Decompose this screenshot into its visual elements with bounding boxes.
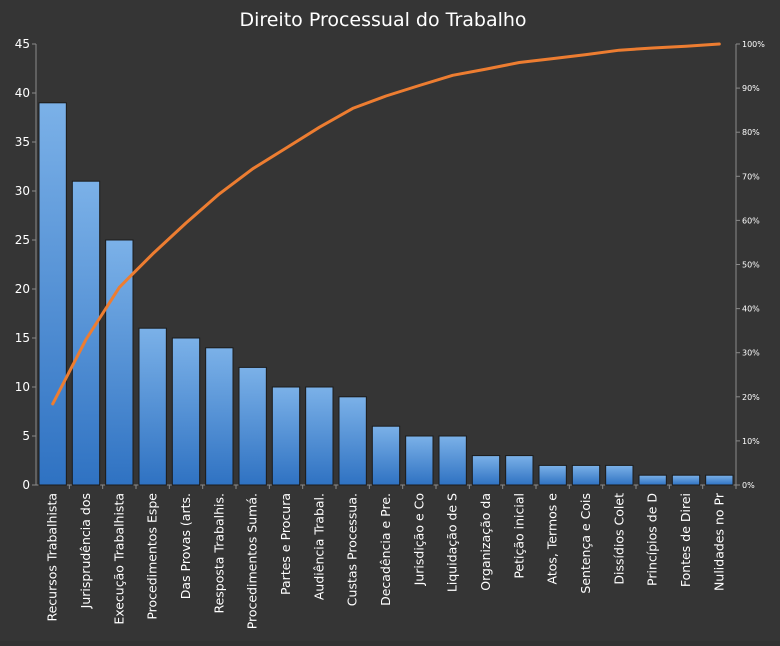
cumulative-percent-line [51, 42, 721, 406]
category-label: Jurisdição e Co [411, 493, 426, 586]
left-tick-label: 20 [15, 282, 30, 296]
bars [38, 102, 734, 486]
left-tick-label: 45 [15, 37, 30, 51]
category-label: Procedimentos Sumá. [245, 493, 260, 629]
category-label: Sentença e Cois [578, 493, 593, 594]
left-tick-label: 35 [15, 135, 30, 149]
category-label: Resposta Trabalhis. [211, 493, 226, 614]
category-label: Petição inicial [511, 493, 526, 579]
left-tick-label: 5 [22, 429, 30, 443]
bar [705, 474, 734, 486]
category-label: Liquidação de S [445, 493, 460, 592]
bar [538, 464, 567, 486]
bar [471, 455, 501, 486]
bar [405, 435, 434, 486]
category-label: Execução Trabalhista [111, 493, 126, 625]
category-label: Decadência e Pre. [378, 493, 393, 606]
bar [671, 474, 701, 486]
category-label: Custas Processua. [345, 493, 360, 606]
left-tick-label: 30 [15, 184, 30, 198]
cumulative-line [51, 42, 721, 406]
bar [338, 396, 367, 486]
right-tick-label: 10% [742, 437, 760, 446]
tick-labels: 0 5 10 15 20 25 30 35 40 45 0% 10% 20% 30% 40% 50% 60% 70… [15, 37, 766, 629]
left-tick-label: 15 [15, 331, 30, 345]
left-tick-label: 40 [15, 86, 30, 100]
bar [638, 474, 667, 486]
category-label: Nulidades no Pr [711, 492, 726, 591]
right-tick-label: 100% [742, 40, 765, 49]
right-tick-label: 60% [742, 216, 760, 225]
category-label: Fontes de Direi [678, 493, 693, 587]
bar [371, 425, 401, 486]
bar [305, 386, 334, 486]
bar [505, 455, 534, 486]
bar [605, 464, 634, 486]
bar [205, 347, 234, 486]
bar [438, 435, 467, 486]
category-label: Audiência Trabal. [311, 493, 326, 600]
right-tick-label: 90% [742, 84, 760, 93]
left-tick-label: 0 [22, 478, 30, 492]
category-label: Jurisprudência dos [78, 493, 93, 609]
category-label: Organização da [478, 493, 493, 591]
category-label: Das Provas (arts. [178, 493, 193, 599]
right-tick-label: 0% [742, 481, 755, 490]
category-label: Procedimentos Espe [145, 493, 160, 620]
bar [38, 102, 67, 486]
left-tick-label: 25 [15, 233, 30, 247]
right-tick-label: 30% [742, 349, 760, 358]
bar [238, 366, 267, 486]
right-tick-label: 40% [742, 305, 760, 314]
bar [138, 327, 167, 486]
bar [105, 239, 134, 486]
bar [571, 464, 601, 486]
right-tick-label: 50% [742, 261, 760, 270]
chart-title: Direito Processual do Trabalho [239, 9, 526, 31]
bar [71, 180, 101, 486]
right-tick-label: 70% [742, 172, 760, 181]
category-label: Dissídios Colet [611, 493, 626, 585]
left-tick-label: 10 [15, 380, 30, 394]
category-label: Partes e Procura [278, 493, 293, 595]
bar [271, 386, 301, 486]
right-tick-label: 80% [742, 128, 760, 137]
category-label: Atos, Termos e [545, 493, 560, 585]
category-label: Recursos Trabalhista [45, 493, 60, 622]
category-label: Princípios de D [645, 493, 660, 586]
right-tick-label: 20% [742, 393, 760, 402]
bar [171, 337, 201, 486]
